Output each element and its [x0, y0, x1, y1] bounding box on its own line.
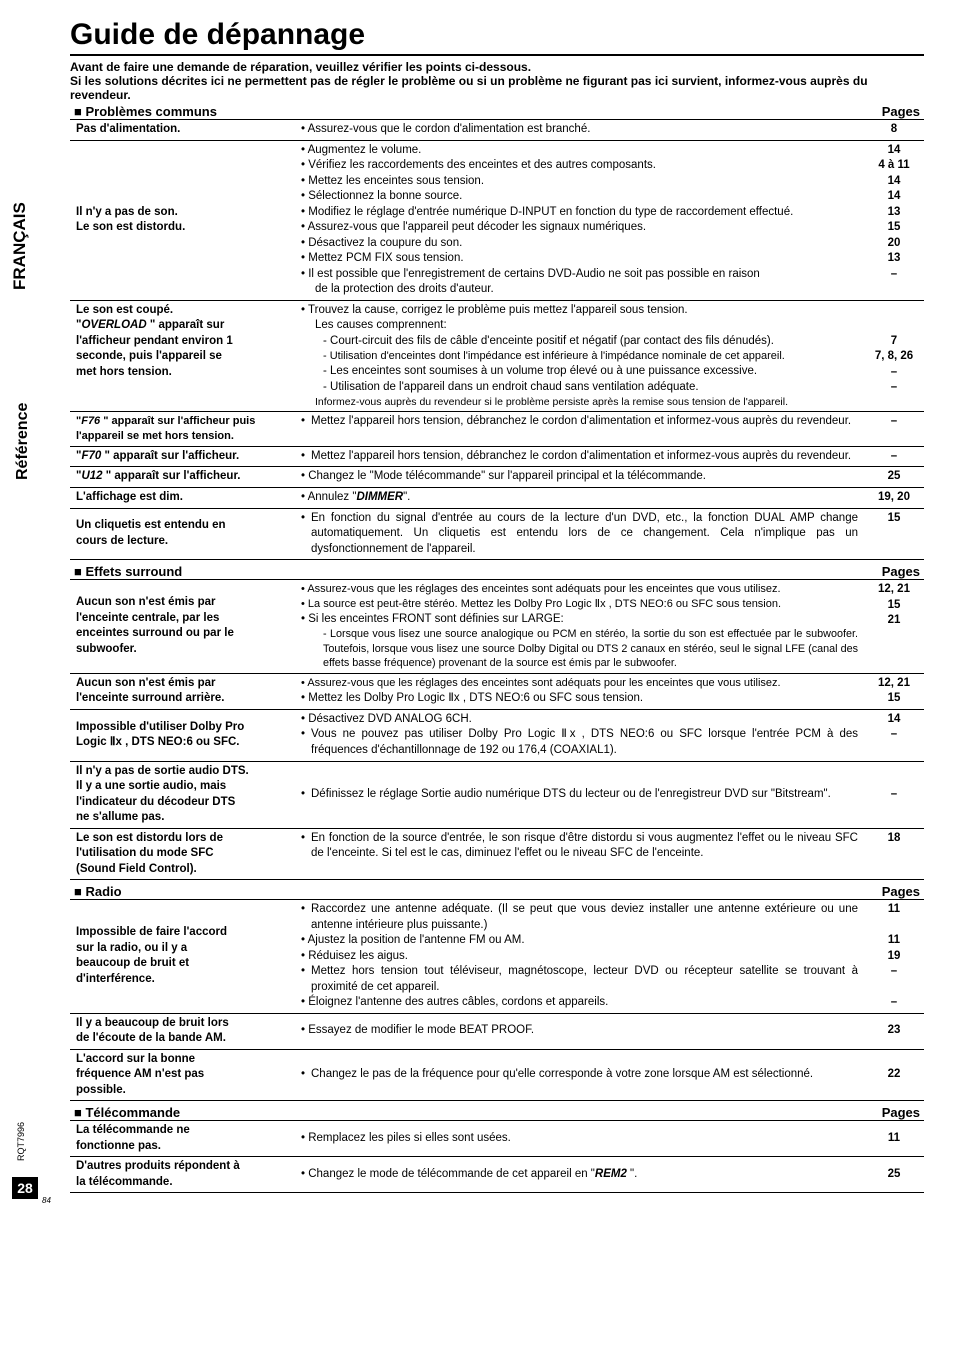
problem-cell: "F76 " apparaît sur l'afficheur puis l'a…	[70, 412, 295, 447]
problem-cell: L'accord sur la bonne fréquence AM n'est…	[70, 1049, 295, 1101]
solution-cell: • Changez le "Mode télécommande" sur l'a…	[295, 467, 864, 488]
solution-cell: • Assurez-vous que les réglages des ence…	[295, 580, 864, 674]
section-label: Effets surround	[85, 564, 182, 579]
section-label: Radio	[85, 884, 121, 899]
page-title: Guide de dépannage	[70, 18, 924, 52]
pages-label: Pages	[882, 884, 920, 899]
page-number: 28	[12, 1177, 38, 1199]
page-cell: 23	[864, 1013, 924, 1049]
intro-line1: Avant de faire une demande de réparation…	[70, 60, 924, 74]
solution-cell: •En fonction du signal d'entrée au cours…	[295, 508, 864, 560]
section-header-radio: ■ Radio Pages	[70, 884, 924, 899]
table-communs: Pas d'alimentation. • Assurez-vous que l…	[70, 119, 924, 560]
solution-cell: • Assurez-vous que le cordon d'alimentat…	[295, 120, 864, 141]
page-number-small: 84	[42, 1196, 51, 1205]
table-remote: La télécommande ne fonctionne pas. • Rem…	[70, 1120, 924, 1193]
problem-cell: La télécommande ne fonctionne pas.	[70, 1121, 295, 1157]
table-radio: Impossible de faire l'accord sur la radi…	[70, 899, 924, 1101]
page-cell: 15	[864, 508, 924, 560]
solution-cell: • Trouvez la cause, corrigez le problème…	[295, 300, 864, 412]
page-cell: 14 4 à 11 14 14 13 15 20 13 –	[864, 140, 924, 300]
pages-label: Pages	[882, 564, 920, 579]
page-cell: 14 –	[864, 709, 924, 761]
section-header-surround: ■ Effets surround Pages	[70, 564, 924, 579]
problem-cell: Un cliquetis est entendu en cours de lec…	[70, 508, 295, 560]
solution-cell: • Augmentez le volume. • Vérifiez les ra…	[295, 140, 864, 300]
page-cell: 25	[864, 1157, 924, 1193]
section-label: Télécommande	[85, 1105, 180, 1120]
page-cell: –	[864, 761, 924, 828]
problem-cell: Il y a beaucoup de bruit lors de l'écout…	[70, 1013, 295, 1049]
section-header-communs: ■ Problèmes communs Pages	[70, 104, 924, 119]
solution-cell: • Essayez de modifier le mode BEAT PROOF…	[295, 1013, 864, 1049]
problem-cell: Impossible d'utiliser Dolby Pro Logic Ⅱx…	[70, 709, 295, 761]
page-cell: 19, 20	[864, 487, 924, 508]
doc-id: RQT7996	[16, 1122, 26, 1161]
problem-cell: Pas d'alimentation.	[70, 120, 295, 141]
problem-cell: D'autres produits répondent à la télécom…	[70, 1157, 295, 1193]
problem-cell: Le son est distordu lors de l'utilisatio…	[70, 828, 295, 880]
problem-cell: Impossible de faire l'accord sur la radi…	[70, 900, 295, 1014]
problem-cell: Aucun son n'est émis par l'enceinte surr…	[70, 673, 295, 709]
page-cell: 11	[864, 1121, 924, 1157]
page-cell: 25	[864, 467, 924, 488]
title-rule	[70, 54, 924, 56]
section-header-remote: ■ Télécommande Pages	[70, 1105, 924, 1120]
page-cell: 22	[864, 1049, 924, 1101]
page-cell: 8	[864, 120, 924, 141]
solution-cell: • Assurez-vous que les réglages des ence…	[295, 673, 864, 709]
pages-label: Pages	[882, 104, 920, 119]
section-tab: Référence	[14, 403, 32, 480]
solution-cell: •Changez le pas de la fréquence pour qu'…	[295, 1049, 864, 1101]
table-surround: Aucun son n'est émis par l'enceinte cent…	[70, 579, 924, 880]
problem-cell: Il n'y a pas de son. Le son est distordu…	[70, 140, 295, 300]
page-cell: 18	[864, 828, 924, 880]
page-cell: 12, 21 15 21	[864, 580, 924, 674]
solution-cell: • Remplacez les piles si elles sont usée…	[295, 1121, 864, 1157]
page-cell: 12, 21 15	[864, 673, 924, 709]
problem-cell: L'affichage est dim.	[70, 487, 295, 508]
solution-cell: • Désactivez DVD ANALOG 6CH. •Vous ne po…	[295, 709, 864, 761]
solution-cell: •Mettez l'appareil hors tension, débranc…	[295, 446, 864, 467]
problem-cell: Le son est coupé. "OVERLOAD " apparaît s…	[70, 300, 295, 412]
solution-cell: • Changez le mode de télécommande de cet…	[295, 1157, 864, 1193]
solution-cell: •Mettez l'appareil hors tension, débranc…	[295, 412, 864, 447]
solution-cell: • Annulez "DIMMER".	[295, 487, 864, 508]
page-cell: –	[864, 412, 924, 447]
page-cell: 7 7, 8, 26 – –	[864, 300, 924, 412]
language-tab: FRANÇAIS	[10, 202, 30, 290]
solution-cell: •Raccordez une antenne adéquate. (Il se …	[295, 900, 864, 1014]
section-label: Problèmes communs	[85, 104, 217, 119]
solution-cell: •Définissez le réglage Sortie audio numé…	[295, 761, 864, 828]
solution-cell: •En fonction de la source d'entrée, le s…	[295, 828, 864, 880]
intro-line2: Si les solutions décrites ici ne permett…	[70, 74, 924, 102]
page-cell: 11 11 19 – –	[864, 900, 924, 1014]
problem-cell: "F70 " apparaît sur l'afficheur.	[70, 446, 295, 467]
page-cell: –	[864, 446, 924, 467]
pages-label: Pages	[882, 1105, 920, 1120]
problem-cell: Aucun son n'est émis par l'enceinte cent…	[70, 580, 295, 674]
problem-cell: Il n'y a pas de sortie audio DTS. Il y a…	[70, 761, 295, 828]
problem-cell: "U12 " apparaît sur l'afficheur.	[70, 467, 295, 488]
